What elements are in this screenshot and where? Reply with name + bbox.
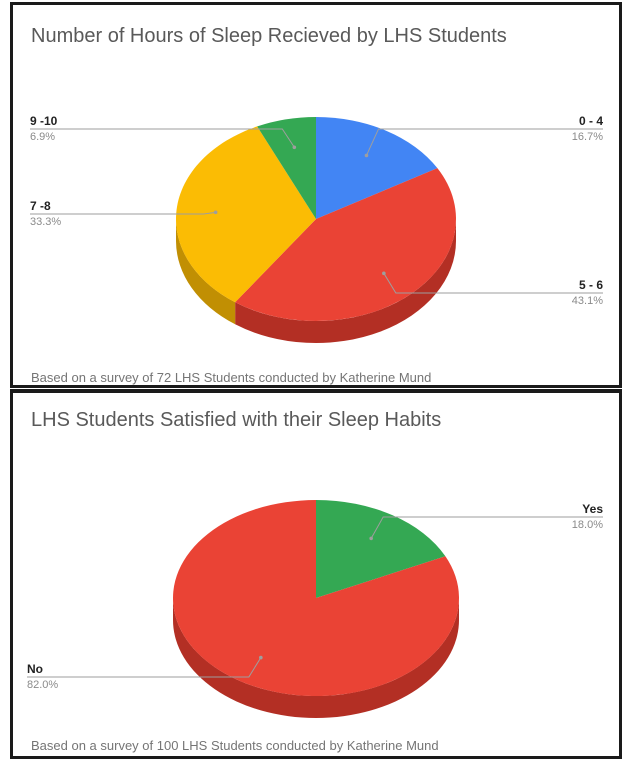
slice-percent: 33.3% bbox=[30, 216, 61, 228]
leader-line bbox=[370, 516, 603, 539]
leader-line bbox=[383, 273, 603, 294]
slice-percent: 82.0% bbox=[27, 679, 58, 691]
chart-title: LHS Students Satisfied with their Sleep … bbox=[31, 409, 442, 431]
slice-label: 0 - 4 bbox=[579, 114, 603, 128]
pie-slice bbox=[172, 500, 459, 696]
leader-line bbox=[30, 211, 216, 215]
pie-slice-side bbox=[173, 598, 459, 718]
pie-slice bbox=[235, 168, 456, 322]
slice-percent: 18.0% bbox=[572, 519, 603, 531]
slice-label: No bbox=[27, 662, 43, 676]
leader-line bbox=[30, 128, 295, 148]
slice-label: 9 -10 bbox=[30, 114, 58, 128]
slice-label: Yes bbox=[582, 502, 603, 516]
slice-percent: 16.7% bbox=[572, 131, 603, 143]
slice-label: 5 - 6 bbox=[579, 278, 603, 292]
leader-line bbox=[27, 657, 262, 678]
chart-title: Number of Hours of Sleep Recieved by LHS… bbox=[31, 25, 507, 47]
pie-chart-sleep-hours: 0 - 4 16.7% 5 - 6 43.1% 7 -8 33.3% 9 -10 6.9% bbox=[30, 114, 603, 344]
slice-label: 7 -8 bbox=[30, 199, 51, 213]
chart-panel-sleep-hours: Number of Hours of Sleep Recieved by LHS… bbox=[10, 2, 622, 388]
pie-slice bbox=[316, 117, 438, 219]
chart-footnote: Based on a survey of 100 LHS Students co… bbox=[31, 738, 439, 753]
slice-percent: 43.1% bbox=[572, 295, 603, 307]
pie-slice bbox=[257, 117, 316, 219]
pie-slice bbox=[175, 126, 316, 303]
slice-percent: 6.9% bbox=[30, 131, 55, 143]
pie-slice-side bbox=[176, 219, 236, 325]
leader-line bbox=[366, 128, 603, 156]
pie-slice-side bbox=[235, 219, 456, 344]
pie-chart-sleep-satisfaction: Yes 18.0% No 82.0% bbox=[27, 500, 603, 718]
pie-slice bbox=[316, 500, 446, 598]
chart-footnote: Based on a survey of 72 LHS Students con… bbox=[31, 370, 432, 385]
chart-panel-sleep-satisfaction: LHS Students Satisfied with their Sleep … bbox=[10, 389, 622, 759]
